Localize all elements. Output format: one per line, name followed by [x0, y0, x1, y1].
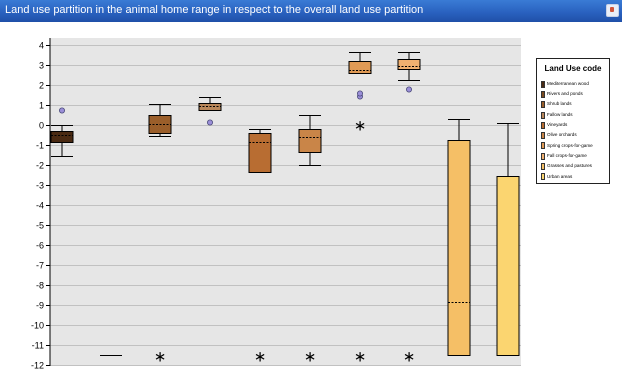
y-tick-label: -5 — [36, 221, 44, 231]
legend-item: Urban areas — [541, 172, 593, 182]
y-tick-label: 2 — [39, 81, 44, 91]
y-tick-label: -11 — [32, 341, 44, 351]
extreme-marker: ∗ — [403, 348, 416, 366]
legend-swatch — [541, 111, 545, 119]
extreme-marker: ∗ — [254, 348, 267, 366]
outlier-marker — [356, 90, 363, 97]
legend-item: Olive orchards — [541, 130, 593, 140]
box-7 — [348, 61, 372, 74]
legend-swatch — [541, 152, 545, 160]
y-tick-label: -12 — [31, 361, 44, 371]
legend-swatch — [541, 90, 545, 98]
legend-label: Mediterranean wood — [547, 80, 589, 86]
legend-swatch — [541, 101, 545, 109]
legend-swatch — [541, 163, 545, 171]
extreme-marker: ∗ — [354, 117, 367, 135]
box-8 — [397, 59, 421, 70]
legend-label: Urban areas — [547, 173, 573, 179]
legend-swatch — [541, 173, 545, 181]
box-10 — [496, 176, 520, 356]
legend-item: Fall crops-for-game — [541, 151, 593, 161]
close-icon[interactable] — [606, 4, 619, 17]
legend-item: Grasses and pastures — [541, 161, 593, 171]
y-tick-label: -6 — [36, 241, 44, 251]
y-tick-label: -7 — [36, 261, 44, 271]
legend-label: Vineyards — [547, 122, 568, 128]
y-tick-label: -10 — [31, 321, 44, 331]
y-tick-label: 0 — [39, 121, 44, 131]
y-tick-label: -1 — [36, 141, 44, 151]
extreme-marker: ∗ — [304, 348, 317, 366]
legend-label: Grasses and pastures — [547, 163, 592, 169]
legend-item: Vineyards — [541, 120, 593, 130]
box-9 — [447, 140, 471, 356]
extreme-marker: ∗ — [354, 348, 367, 366]
legend-label: Fall crops-for-game — [547, 152, 587, 158]
legend-swatch — [541, 132, 545, 140]
outlier-marker — [206, 119, 213, 126]
box-6 — [298, 129, 322, 153]
legend-item: Spring crops-for-game — [541, 141, 593, 151]
legend-label: Spring crops-for-game — [547, 142, 593, 148]
plot-area — [50, 38, 521, 366]
window-title: Land use partition in the animal home ra… — [5, 4, 424, 16]
legend-label: Fallow lands — [547, 111, 573, 117]
legend-title: Land Use code — [544, 64, 602, 73]
legend-item: Fallow lands — [541, 110, 593, 120]
outlier-marker — [405, 86, 412, 93]
legend-item: Mediterranean wood — [541, 79, 593, 89]
legend-swatch — [541, 121, 545, 129]
legend-label: Rivers and ponds — [547, 91, 583, 97]
y-tick-label: 3 — [39, 61, 44, 71]
y-tick-label: 1 — [39, 101, 44, 111]
y-tick-label: -9 — [36, 301, 44, 311]
y-tick-label: -8 — [36, 281, 44, 291]
window-titlebar: Land use partition in the animal home ra… — [0, 0, 622, 22]
outlier-marker — [59, 107, 66, 114]
y-tick-label: -3 — [36, 181, 44, 191]
legend-item: Shrub lands — [541, 100, 593, 110]
box-1 — [50, 131, 74, 143]
legend-swatch — [541, 80, 545, 88]
y-tick-label: -2 — [36, 161, 44, 171]
legend-swatch — [541, 142, 545, 150]
legend-item: Rivers and ponds — [541, 89, 593, 99]
legend-list: Mediterranean wood Rivers and ponds Shrub … — [541, 79, 593, 182]
legend-label: Shrub lands — [547, 101, 572, 107]
extreme-marker: ∗ — [154, 348, 167, 366]
box-5 — [248, 133, 272, 173]
legend-label: Olive orchards — [547, 132, 577, 138]
y-tick-label: -4 — [36, 201, 44, 211]
y-tick-label: 4 — [39, 41, 44, 51]
chart-legend: Land Use code Mediterranean wood Rivers a… — [536, 58, 610, 184]
